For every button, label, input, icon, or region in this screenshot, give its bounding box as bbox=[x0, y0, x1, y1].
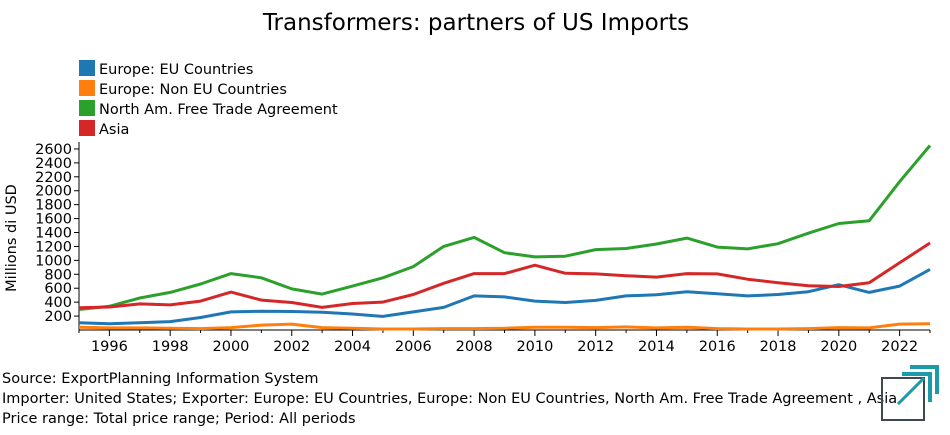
x-tick-label: 2022 bbox=[881, 339, 918, 355]
y-tick-label: 1200 bbox=[35, 239, 72, 255]
y-tick-label: 600 bbox=[44, 281, 72, 297]
legend-swatch bbox=[79, 100, 95, 116]
x-tick-label: 2010 bbox=[516, 339, 553, 355]
x-tick-label: 2004 bbox=[334, 339, 371, 355]
series-line-europe-eu-countries bbox=[78, 268, 931, 326]
x-tick-label: 2006 bbox=[395, 339, 432, 355]
y-tick-label: 2000 bbox=[35, 184, 72, 200]
y-tick-label: 200 bbox=[44, 309, 72, 325]
y-tick-label: 800 bbox=[44, 267, 72, 283]
y-tick-label: 1400 bbox=[35, 226, 72, 242]
y-tick-label: 2400 bbox=[35, 156, 72, 172]
x-tick-label: 2020 bbox=[820, 339, 857, 355]
series-lines bbox=[78, 144, 932, 331]
x-tick-label: 2018 bbox=[760, 339, 797, 355]
legend-swatch bbox=[79, 120, 95, 136]
legend-label: North Am. Free Trade Agreement bbox=[99, 102, 338, 118]
series-line-europe-non-eu-countries bbox=[78, 322, 931, 331]
legend-swatch bbox=[79, 80, 95, 96]
x-tick-label: 1998 bbox=[152, 339, 189, 355]
footer-range: Price range: Total price range; Period: … bbox=[2, 411, 356, 427]
axes: 2004006008001000120014001600180020002200… bbox=[35, 142, 931, 355]
x-tick-label: 2014 bbox=[638, 339, 675, 355]
y-tick-label: 2200 bbox=[35, 170, 72, 186]
x-tick-label: 2008 bbox=[456, 339, 493, 355]
y-axis-label: Millions di USD bbox=[4, 184, 20, 292]
y-tick-label: 1000 bbox=[35, 253, 72, 269]
footer-source: Source: ExportPlanning Information Syste… bbox=[2, 371, 319, 387]
x-tick-label: 2016 bbox=[699, 339, 736, 355]
x-tick-label: 2012 bbox=[577, 339, 614, 355]
y-tick-label: 1600 bbox=[35, 212, 72, 228]
legend-swatch bbox=[79, 60, 95, 76]
x-tick-label: 2002 bbox=[273, 339, 310, 355]
y-tick-label: 400 bbox=[44, 295, 72, 311]
y-tick-label: 1800 bbox=[35, 198, 72, 214]
chart-title: Transformers: partners of US Imports bbox=[262, 10, 689, 36]
legend: Europe: EU Countries Europe: Non EU Count… bbox=[79, 60, 338, 138]
exportplanning-logo-icon bbox=[881, 365, 939, 421]
series-line-asia bbox=[78, 241, 931, 310]
series-line-north-am-free-trade-agreement bbox=[78, 144, 932, 311]
legend-label: Europe: Non EU Countries bbox=[99, 82, 287, 98]
legend-label: Asia bbox=[99, 122, 129, 138]
y-tick-label: 2600 bbox=[35, 142, 72, 158]
legend-label: Europe: EU Countries bbox=[99, 62, 253, 78]
x-tick-label: 2000 bbox=[213, 339, 250, 355]
x-tick-label: 1996 bbox=[91, 339, 128, 355]
footer-filters: Importer: United States; Exporter: Europ… bbox=[2, 391, 898, 407]
